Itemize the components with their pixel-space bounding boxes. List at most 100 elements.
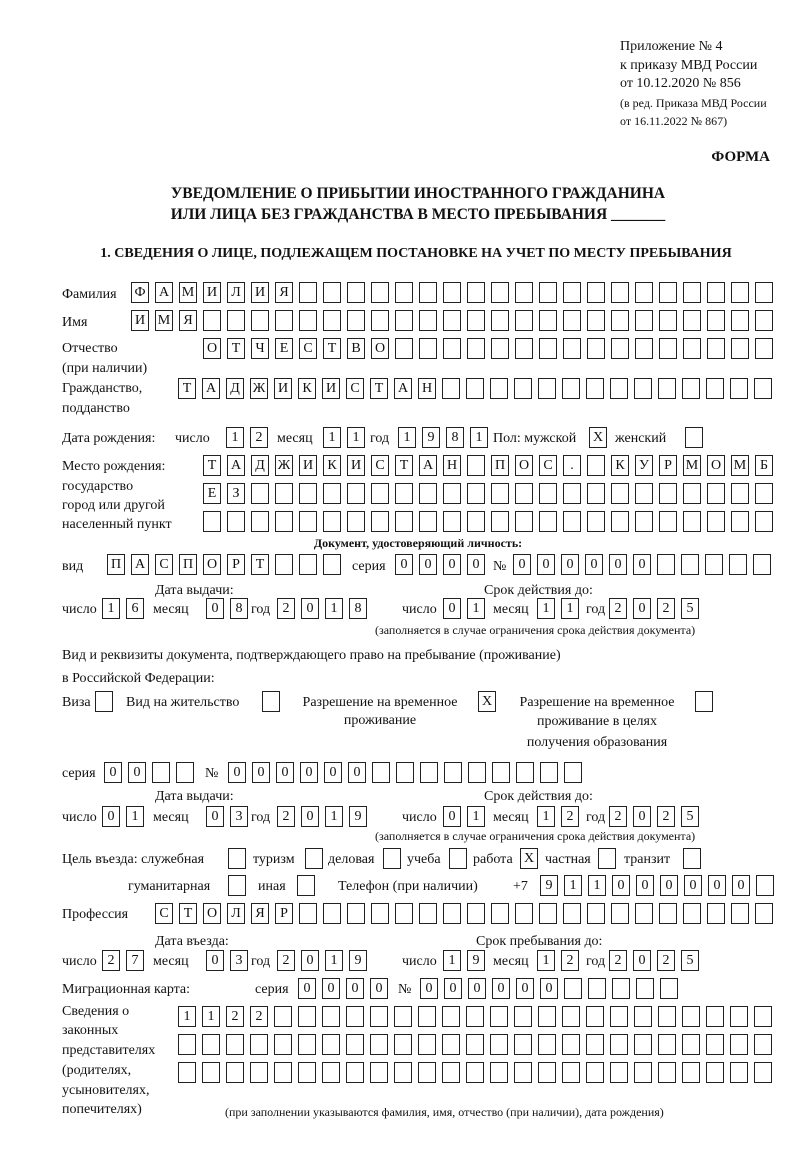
- char-box-birthplace-3[interactable]: [659, 511, 677, 532]
- char-box-doc-series[interactable]: 0: [467, 554, 485, 575]
- char-box-citizenship[interactable]: [514, 378, 532, 399]
- char-box-doc-issue-year[interactable]: 2: [277, 598, 295, 619]
- char-box-mig-number[interactable]: [612, 978, 630, 999]
- char-box-birthplace-2[interactable]: [491, 483, 509, 504]
- char-box-surname[interactable]: [539, 282, 557, 303]
- char-box-profession[interactable]: [539, 903, 557, 924]
- char-box-name[interactable]: [563, 310, 581, 331]
- char-box-right-issue-month[interactable]: 0: [206, 806, 224, 827]
- char-box-name[interactable]: М: [155, 310, 173, 331]
- char-box-doc-kind[interactable]: Р: [227, 554, 245, 575]
- char-box-mig-number[interactable]: [636, 978, 654, 999]
- char-box-patronymic[interactable]: [419, 338, 437, 359]
- char-box-right-number[interactable]: 0: [252, 762, 270, 783]
- char-box-profession[interactable]: [731, 903, 749, 924]
- char-box-right-valid-day[interactable]: 1: [467, 806, 485, 827]
- char-box-birthplace-1[interactable]: С: [371, 455, 389, 476]
- char-box-birthplace-3[interactable]: [467, 511, 485, 532]
- char-box-name[interactable]: [515, 310, 533, 331]
- char-box-surname[interactable]: [491, 282, 509, 303]
- char-box-reps-2[interactable]: [394, 1034, 412, 1055]
- char-box-birthplace-2[interactable]: [731, 483, 749, 504]
- char-box-doc-issue-year[interactable]: 8: [349, 598, 367, 619]
- char-box-right-number[interactable]: [420, 762, 438, 783]
- char-box-reps-3[interactable]: [754, 1062, 772, 1083]
- char-box-doc-valid-year[interactable]: 0: [633, 598, 651, 619]
- char-box-patronymic[interactable]: [683, 338, 701, 359]
- char-box-entry-month[interactable]: 3: [230, 950, 248, 971]
- char-box-right-valid-year[interactable]: 2: [657, 806, 675, 827]
- char-box-birthplace-2[interactable]: [395, 483, 413, 504]
- char-box-birthplace-2[interactable]: [755, 483, 773, 504]
- char-box-reps-2[interactable]: [586, 1034, 604, 1055]
- char-box-right-series[interactable]: [152, 762, 170, 783]
- char-box-birthplace-3[interactable]: [635, 511, 653, 532]
- char-box-citizenship[interactable]: [610, 378, 628, 399]
- checkbox-purpose-work[interactable]: X: [520, 848, 538, 869]
- char-box-reps-3[interactable]: [586, 1062, 604, 1083]
- char-box-citizenship[interactable]: Н: [418, 378, 436, 399]
- char-box-reps-1[interactable]: [514, 1006, 532, 1027]
- char-box-profession[interactable]: [467, 903, 485, 924]
- checkbox-purpose-official[interactable]: [228, 848, 246, 869]
- char-box-patronymic[interactable]: [563, 338, 581, 359]
- char-box-birthplace-2[interactable]: Е: [203, 483, 221, 504]
- char-box-right-valid-day[interactable]: 0: [443, 806, 461, 827]
- char-box-birthplace-1[interactable]: Б: [755, 455, 773, 476]
- char-box-doc-number[interactable]: [681, 554, 699, 575]
- char-box-birthplace-1[interactable]: Т: [203, 455, 221, 476]
- char-box-entry-year[interactable]: 1: [325, 950, 343, 971]
- char-box-doc-number[interactable]: 0: [585, 554, 603, 575]
- char-box-right-series[interactable]: 0: [128, 762, 146, 783]
- char-box-reps-1[interactable]: [322, 1006, 340, 1027]
- char-box-name[interactable]: [755, 310, 773, 331]
- char-box-reps-3[interactable]: [250, 1062, 268, 1083]
- char-box-reps-2[interactable]: [658, 1034, 676, 1055]
- char-box-birthplace-3[interactable]: [395, 511, 413, 532]
- char-box-mig-number[interactable]: 0: [420, 978, 438, 999]
- char-box-right-issue-month[interactable]: 3: [230, 806, 248, 827]
- checkbox-purpose-study[interactable]: [449, 848, 467, 869]
- char-box-birthplace-1[interactable]: И: [347, 455, 365, 476]
- checkbox-temp-edu[interactable]: [695, 691, 713, 712]
- char-box-doc-number[interactable]: 0: [609, 554, 627, 575]
- checkbox-purpose-humanitarian[interactable]: [228, 875, 246, 896]
- char-box-surname[interactable]: М: [179, 282, 197, 303]
- char-box-patronymic[interactable]: Т: [323, 338, 341, 359]
- char-box-name[interactable]: [299, 310, 317, 331]
- char-box-stay-day[interactable]: 1: [443, 950, 461, 971]
- char-box-patronymic[interactable]: [491, 338, 509, 359]
- char-box-birthplace-2[interactable]: [683, 483, 701, 504]
- char-box-reps-3[interactable]: [346, 1062, 364, 1083]
- char-box-birthplace-1[interactable]: Д: [251, 455, 269, 476]
- char-box-mig-number[interactable]: 0: [492, 978, 510, 999]
- char-box-birth-month[interactable]: 1: [347, 427, 365, 448]
- char-box-doc-valid-year[interactable]: 5: [681, 598, 699, 619]
- char-box-reps-2[interactable]: [250, 1034, 268, 1055]
- char-box-profession[interactable]: Я: [251, 903, 269, 924]
- char-box-reps-2[interactable]: [562, 1034, 580, 1055]
- char-box-birthplace-1[interactable]: И: [299, 455, 317, 476]
- char-box-reps-1[interactable]: [754, 1006, 772, 1027]
- char-box-entry-year[interactable]: 9: [349, 950, 367, 971]
- char-box-stay-year[interactable]: 2: [609, 950, 627, 971]
- char-box-right-number[interactable]: [372, 762, 390, 783]
- char-box-entry-day[interactable]: 7: [126, 950, 144, 971]
- char-box-patronymic[interactable]: [515, 338, 533, 359]
- char-box-surname[interactable]: [707, 282, 725, 303]
- char-box-mig-number[interactable]: [564, 978, 582, 999]
- char-box-reps-1[interactable]: [394, 1006, 412, 1027]
- char-box-mig-series[interactable]: 0: [346, 978, 364, 999]
- char-box-reps-1[interactable]: [418, 1006, 436, 1027]
- char-box-doc-kind[interactable]: П: [107, 554, 125, 575]
- char-box-name[interactable]: [443, 310, 461, 331]
- char-box-reps-3[interactable]: [274, 1062, 292, 1083]
- char-box-mig-number[interactable]: 0: [516, 978, 534, 999]
- char-box-mig-number[interactable]: 0: [540, 978, 558, 999]
- char-box-citizenship[interactable]: А: [394, 378, 412, 399]
- char-box-reps-3[interactable]: [466, 1062, 484, 1083]
- char-box-profession[interactable]: [707, 903, 725, 924]
- char-box-reps-3[interactable]: [538, 1062, 556, 1083]
- char-box-reps-2[interactable]: [298, 1034, 316, 1055]
- char-box-doc-kind[interactable]: А: [131, 554, 149, 575]
